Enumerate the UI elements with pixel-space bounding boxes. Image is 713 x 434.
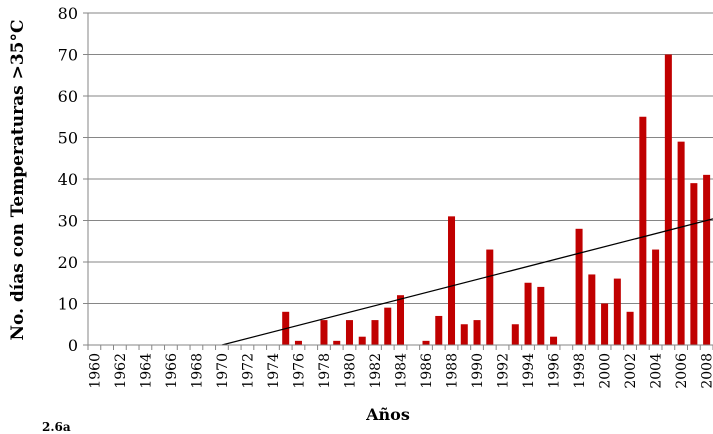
bar bbox=[320, 320, 328, 345]
y-tick-label: 80 bbox=[58, 4, 78, 23]
y-tick-label: 20 bbox=[58, 253, 78, 272]
bar bbox=[333, 340, 341, 345]
bar bbox=[384, 307, 392, 345]
bar bbox=[371, 320, 379, 345]
axes bbox=[83, 12, 713, 350]
y-tick-label: 30 bbox=[58, 212, 78, 231]
gridlines bbox=[88, 12, 713, 304]
bar bbox=[601, 303, 609, 345]
y-tick-label: 0 bbox=[68, 336, 78, 355]
trendline-line bbox=[221, 218, 713, 346]
x-tick-label: 1976 bbox=[291, 353, 307, 389]
x-tick-label: 1984 bbox=[394, 353, 410, 389]
bar bbox=[460, 324, 468, 345]
x-tick-label: 1986 bbox=[419, 353, 435, 389]
x-tick-label: 2000 bbox=[598, 353, 614, 389]
x-tick-label: 1962 bbox=[113, 353, 129, 389]
x-tick-label: 1968 bbox=[189, 353, 205, 389]
trendline bbox=[221, 218, 713, 346]
bar bbox=[588, 274, 596, 345]
x-tick-label: 2002 bbox=[623, 353, 639, 389]
x-tick-label: 1970 bbox=[215, 353, 231, 389]
bar bbox=[690, 183, 698, 345]
bar bbox=[396, 295, 405, 345]
x-tick-label: 1990 bbox=[470, 353, 486, 389]
bar bbox=[473, 320, 481, 345]
x-tick-label: 1980 bbox=[342, 353, 358, 389]
bar bbox=[345, 320, 353, 345]
y-tick-label: 50 bbox=[58, 129, 78, 148]
bar bbox=[677, 141, 685, 345]
y-axis-label: No. días con Temperaturas >35°C bbox=[8, 19, 28, 341]
bar bbox=[486, 249, 494, 345]
x-tick-labels: 1960 1962 1964 1966 1968 1970 1972 1974 1976 1978… bbox=[87, 353, 713, 389]
x-tick-label: 1994 bbox=[521, 353, 537, 389]
bar bbox=[652, 249, 660, 345]
x-tick-label: 2008 bbox=[700, 353, 713, 389]
x-tick-label: 1974 bbox=[266, 353, 282, 389]
x-tick-label: 1996 bbox=[547, 353, 563, 389]
bar bbox=[448, 216, 456, 345]
bar bbox=[422, 340, 430, 345]
bar bbox=[575, 228, 583, 345]
x-tick-label: 1992 bbox=[496, 353, 512, 389]
bar bbox=[435, 315, 443, 345]
bar bbox=[524, 282, 532, 345]
y-tick-labels: 0 10 20 30 40 50 60 70 80 bbox=[58, 4, 78, 355]
bar bbox=[639, 116, 647, 345]
bars bbox=[282, 54, 711, 345]
x-tick-label: 2004 bbox=[649, 353, 665, 389]
x-tick-label: 2006 bbox=[674, 353, 690, 389]
bar bbox=[537, 286, 545, 345]
x-tick-label: 1998 bbox=[572, 353, 588, 389]
x-tick-label: 1972 bbox=[240, 353, 256, 389]
x-tick-label: 1988 bbox=[445, 353, 461, 389]
x-tick-label: 1978 bbox=[317, 353, 333, 389]
bar bbox=[358, 336, 366, 345]
y-tick-label: 60 bbox=[58, 87, 78, 106]
bar bbox=[664, 54, 672, 345]
bar bbox=[550, 336, 558, 345]
bar bbox=[294, 340, 302, 345]
y-tick-label: 40 bbox=[58, 170, 78, 189]
footnote-text: 2.6a bbox=[42, 420, 71, 434]
y-tick-label: 70 bbox=[58, 46, 78, 65]
bar bbox=[613, 278, 621, 345]
x-axis-label: Años bbox=[366, 405, 410, 424]
x-tick-label: 1966 bbox=[164, 353, 180, 389]
x-tick-label: 1960 bbox=[87, 353, 103, 389]
y-tick-label: 10 bbox=[58, 295, 78, 314]
x-tick-label: 1964 bbox=[138, 353, 154, 389]
bar bbox=[703, 174, 711, 345]
bar bbox=[626, 311, 634, 345]
x-tick-label: 1982 bbox=[368, 353, 384, 389]
bar bbox=[511, 324, 519, 345]
